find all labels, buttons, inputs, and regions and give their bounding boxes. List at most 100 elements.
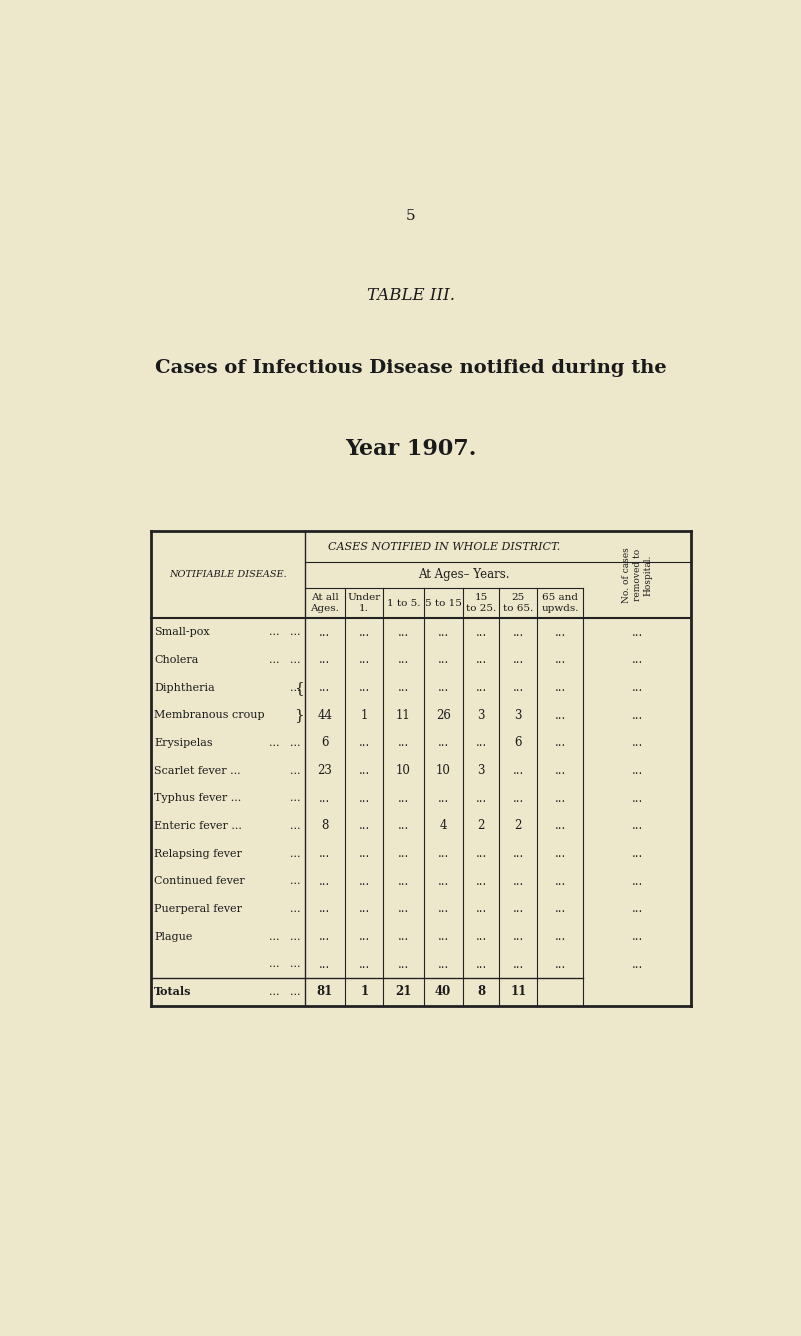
Text: ...: ... [632,902,643,915]
Text: ...: ... [398,930,409,943]
Text: 44: 44 [317,709,332,721]
Text: ...: ... [513,792,524,804]
Text: }: } [294,708,304,723]
Text: 15
to 25.: 15 to 25. [466,593,496,613]
Text: ...: ... [437,847,449,860]
Text: ...: ... [359,902,370,915]
Text: At Ages– Years.: At Ages– Years. [418,568,510,581]
Text: Plague: Plague [155,931,193,942]
Text: ...: ... [359,875,370,888]
Text: ...: ... [437,902,449,915]
Text: 11: 11 [510,986,526,998]
Text: ...: ... [320,847,331,860]
Text: ...: ... [398,875,409,888]
Text: ...: ... [476,847,487,860]
Text: ...: ... [290,794,301,803]
Text: ...: ... [554,930,566,943]
Text: ...: ... [632,792,643,804]
Text: ...: ... [437,875,449,888]
Text: At all
Ages.: At all Ages. [311,593,340,613]
Text: ...: ... [359,958,370,971]
Text: Continued fever: Continued fever [155,876,245,886]
Text: ...: ... [632,709,643,721]
Text: 8: 8 [321,819,328,832]
Text: ...: ... [554,958,566,971]
Text: ...: ... [632,764,643,778]
Text: ...: ... [476,902,487,915]
Text: ...: ... [320,958,331,971]
Text: Scarlet fever ...: Scarlet fever ... [155,766,241,776]
Text: ...: ... [554,681,566,695]
Text: No. of cases
removed to
Hospital.: No. of cases removed to Hospital. [622,546,652,603]
Text: ...: ... [398,625,409,639]
Text: Typhus fever ...: Typhus fever ... [155,794,242,803]
Text: ...: ... [359,625,370,639]
Text: ...: ... [513,902,524,915]
Text: ...: ... [320,792,331,804]
Text: ...: ... [632,681,643,695]
Text: ...: ... [513,653,524,667]
Text: ...: ... [359,792,370,804]
Text: NOTIFIABLE DISEASE.: NOTIFIABLE DISEASE. [169,570,287,580]
Text: ...: ... [359,930,370,943]
Text: ...: ... [290,848,301,859]
Text: ...: ... [320,875,331,888]
Text: 3: 3 [514,709,522,721]
Text: Small-pox: Small-pox [155,628,210,637]
Text: ...: ... [437,930,449,943]
Text: ...: ... [476,625,487,639]
Text: 2: 2 [515,819,522,832]
Text: Diphtheria: Diphtheria [155,683,215,692]
Text: Totals: Totals [155,986,192,998]
Text: 3: 3 [477,709,485,721]
Text: ...: ... [290,904,301,914]
Text: ...: ... [359,764,370,778]
Text: ...: ... [437,736,449,749]
Text: Enteric fever ...: Enteric fever ... [155,820,242,831]
Text: Erysipelas: Erysipelas [155,737,213,748]
Text: ...: ... [632,653,643,667]
Text: ...: ... [476,875,487,888]
Text: 6: 6 [514,736,522,749]
Text: ...: ... [320,902,331,915]
Text: Membranous croup: Membranous croup [155,711,265,720]
Text: ...: ... [359,653,370,667]
Text: ...   ...: ... ... [269,737,301,748]
Text: ...: ... [476,792,487,804]
Text: ...: ... [513,958,524,971]
Text: ...: ... [632,736,643,749]
Text: 5 to 15: 5 to 15 [425,599,461,608]
Text: ...: ... [437,653,449,667]
Text: ...: ... [513,930,524,943]
Text: ...: ... [513,847,524,860]
Text: ...: ... [290,766,301,776]
Text: 4: 4 [440,819,447,832]
Text: ...: ... [632,847,643,860]
Text: ...: ... [476,653,487,667]
Text: ...: ... [554,902,566,915]
Text: ...: ... [398,736,409,749]
Text: 6: 6 [321,736,328,749]
Text: ...: ... [398,902,409,915]
Text: TABLE III.: TABLE III. [367,286,455,303]
Text: ...: ... [476,958,487,971]
Text: ...: ... [554,764,566,778]
Text: ...: ... [554,653,566,667]
Text: ...: ... [359,847,370,860]
Text: ...: ... [290,683,301,692]
Text: 65 and
upwds.: 65 and upwds. [541,593,579,613]
Text: 21: 21 [395,986,412,998]
Text: 23: 23 [317,764,332,778]
Text: 26: 26 [436,709,451,721]
Text: ...: ... [632,930,643,943]
Text: ...: ... [554,819,566,832]
Text: ...: ... [554,709,566,721]
Text: ...: ... [398,681,409,695]
Text: ...: ... [398,653,409,667]
Text: CASES NOTIFIED IN WHOLE DISTRICT.: CASES NOTIFIED IN WHOLE DISTRICT. [328,542,560,552]
Text: ...: ... [437,681,449,695]
Text: ...: ... [476,736,487,749]
Text: ...: ... [359,681,370,695]
Text: 81: 81 [317,986,333,998]
Text: ...: ... [437,625,449,639]
